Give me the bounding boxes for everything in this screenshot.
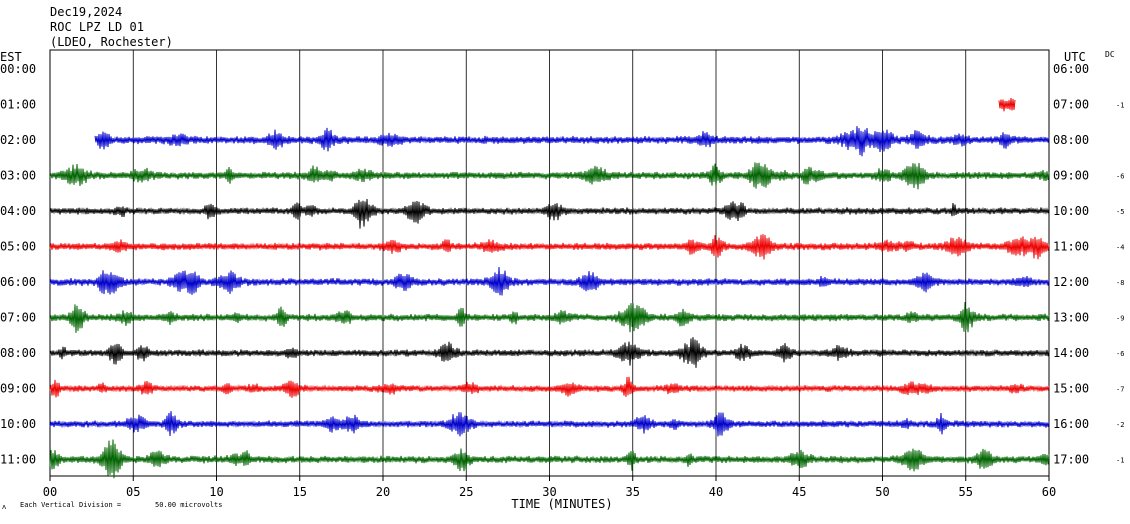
corner-mark: ᴧ	[2, 503, 6, 511]
x-axis-ticks: 00 05 10 15 20 25 30 35 40 45 50 55 60	[43, 485, 1056, 499]
x-tick-label: 20	[376, 485, 390, 499]
row-time-label-est: 07:00	[0, 311, 36, 325]
seismic-trace	[49, 439, 1050, 479]
row-dc-offset: -8	[1116, 279, 1124, 287]
row-dc-offset: -2	[1116, 421, 1124, 429]
x-tick-label: 40	[709, 485, 723, 499]
seismic-trace	[49, 162, 1050, 190]
row-time-label-est: 01:00	[0, 98, 36, 112]
grid	[49, 49, 1050, 481]
row-time-label-est: 00:00	[0, 62, 36, 76]
row-time-label-est: 11:00	[0, 453, 36, 467]
row-time-label-est: 06:00	[0, 275, 36, 289]
row-dc-offset: -7	[1116, 386, 1124, 394]
row-time-label-utc: 11:00	[1053, 240, 1089, 254]
row-labels: 00:00 06:00 01:00 07:00 -1 02:00 08:00 03:00 09:…	[0, 62, 1124, 467]
scale-value: 50.00 microvolts	[155, 501, 222, 509]
right-timezone-label: UTC	[1064, 50, 1086, 64]
row-time-label-utc: 12:00	[1053, 275, 1089, 289]
row-dc-offset: -1	[1116, 102, 1124, 110]
x-tick-label: 45	[792, 485, 806, 499]
seismic-trace	[49, 337, 1050, 368]
x-tick-label: 10	[209, 485, 223, 499]
row-time-label-utc: 13:00	[1053, 311, 1089, 325]
x-tick-label: 30	[542, 485, 556, 499]
x-tick-label: 15	[293, 485, 307, 499]
row-time-label-utc: 07:00	[1053, 98, 1089, 112]
seismic-trace	[998, 97, 1016, 112]
x-tick-label: 00	[43, 485, 57, 499]
row-time-label-utc: 10:00	[1053, 204, 1089, 218]
row-time-label-utc: 17:00	[1053, 453, 1089, 467]
dc-offset-header: DC	[1105, 50, 1115, 59]
seismic-trace	[49, 376, 1050, 398]
seismic-trace	[49, 266, 1050, 296]
x-axis-label: TIME (MINUTES)	[511, 497, 612, 511]
row-time-label-est: 03:00	[0, 169, 36, 183]
header-station: ROC LPZ LD 01	[50, 20, 144, 34]
row-time-label-utc: 14:00	[1053, 346, 1089, 360]
scale-note: Each Vertical Division =	[20, 501, 121, 509]
left-timezone-label: EST	[0, 50, 22, 64]
row-time-label-est: 09:00	[0, 382, 36, 396]
row-time-label-utc: 06:00	[1053, 62, 1089, 76]
row-dc-offset: -1	[1116, 457, 1124, 465]
seismic-trace	[49, 198, 1050, 229]
seismic-trace	[94, 126, 1050, 157]
x-tick-label: 25	[459, 485, 473, 499]
row-time-label-est: 04:00	[0, 204, 36, 218]
x-tick-label: 05	[126, 485, 140, 499]
row-dc-offset: -9	[1116, 315, 1124, 323]
row-time-label-utc: 09:00	[1053, 169, 1089, 183]
x-tick-label: 35	[626, 485, 640, 499]
traces	[49, 97, 1050, 479]
x-tick-label: 55	[959, 485, 973, 499]
header-network: (LDEO, Rochester)	[50, 35, 173, 49]
row-dc-offset: -6	[1116, 173, 1124, 181]
x-tick-label: 50	[875, 485, 889, 499]
row-time-label-utc: 15:00	[1053, 382, 1089, 396]
row-time-label-est: 08:00	[0, 346, 36, 360]
seismic-trace	[49, 411, 1050, 437]
row-time-label-est: 10:00	[0, 417, 36, 431]
row-dc-offset: -4	[1116, 244, 1124, 252]
row-dc-offset: -6	[1116, 350, 1124, 358]
header-date: Dec19,2024	[50, 5, 122, 19]
seismic-trace	[49, 301, 1050, 333]
x-tick-label: 60	[1042, 485, 1056, 499]
row-time-label-est: 05:00	[0, 240, 36, 254]
seismic-trace	[49, 234, 1050, 260]
row-time-label-utc: 08:00	[1053, 133, 1089, 147]
row-dc-offset: -5	[1116, 208, 1124, 216]
row-time-label-est: 02:00	[0, 133, 36, 147]
row-time-label-utc: 16:00	[1053, 417, 1089, 431]
